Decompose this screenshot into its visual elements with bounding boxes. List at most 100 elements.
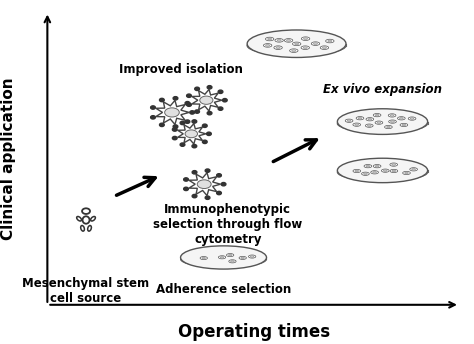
Ellipse shape: [326, 39, 334, 43]
Circle shape: [192, 144, 197, 148]
Circle shape: [217, 191, 221, 195]
Ellipse shape: [362, 172, 369, 175]
Ellipse shape: [264, 44, 272, 47]
Circle shape: [185, 101, 190, 105]
Circle shape: [151, 116, 155, 119]
Circle shape: [222, 98, 227, 102]
Circle shape: [217, 174, 221, 177]
Polygon shape: [189, 173, 220, 196]
Circle shape: [183, 178, 188, 181]
Ellipse shape: [392, 164, 395, 165]
Text: Ex vivo expansion: Ex vivo expansion: [323, 83, 442, 96]
Ellipse shape: [284, 39, 293, 42]
Ellipse shape: [410, 118, 414, 119]
Ellipse shape: [390, 163, 398, 166]
Ellipse shape: [274, 46, 283, 50]
Ellipse shape: [366, 165, 370, 167]
Ellipse shape: [400, 118, 403, 119]
Ellipse shape: [400, 123, 408, 127]
Ellipse shape: [364, 164, 372, 168]
Ellipse shape: [353, 123, 361, 126]
Ellipse shape: [290, 49, 298, 52]
Ellipse shape: [301, 37, 310, 41]
Ellipse shape: [356, 117, 364, 120]
Circle shape: [173, 125, 178, 128]
Ellipse shape: [366, 118, 374, 121]
Ellipse shape: [328, 40, 332, 42]
Ellipse shape: [387, 126, 390, 128]
Ellipse shape: [200, 96, 213, 104]
Ellipse shape: [275, 39, 283, 42]
Circle shape: [160, 98, 164, 102]
Ellipse shape: [265, 44, 270, 46]
Circle shape: [180, 121, 185, 125]
Ellipse shape: [337, 115, 428, 132]
Circle shape: [180, 143, 185, 146]
Ellipse shape: [375, 121, 383, 124]
Ellipse shape: [295, 43, 299, 45]
Ellipse shape: [229, 260, 236, 263]
Text: Mesenchymal stem
cell source: Mesenchymal stem cell source: [22, 277, 150, 305]
Ellipse shape: [402, 124, 406, 126]
Ellipse shape: [390, 169, 398, 173]
Ellipse shape: [277, 40, 281, 41]
Ellipse shape: [239, 256, 246, 259]
Ellipse shape: [164, 108, 179, 117]
Ellipse shape: [337, 109, 428, 135]
Ellipse shape: [337, 158, 428, 183]
Circle shape: [190, 111, 194, 114]
Ellipse shape: [358, 117, 362, 119]
Ellipse shape: [388, 114, 396, 117]
Ellipse shape: [383, 170, 387, 172]
Ellipse shape: [320, 46, 328, 50]
Circle shape: [173, 97, 178, 100]
Polygon shape: [178, 123, 206, 144]
Ellipse shape: [410, 168, 418, 171]
Ellipse shape: [268, 38, 272, 40]
Ellipse shape: [365, 124, 373, 127]
Ellipse shape: [355, 124, 358, 126]
Circle shape: [173, 128, 177, 131]
Circle shape: [160, 123, 164, 127]
Circle shape: [173, 137, 177, 140]
Circle shape: [202, 140, 207, 143]
Ellipse shape: [202, 257, 206, 259]
Ellipse shape: [301, 46, 310, 50]
Polygon shape: [156, 100, 189, 125]
Ellipse shape: [382, 169, 389, 172]
Ellipse shape: [287, 40, 291, 41]
Circle shape: [192, 194, 197, 198]
Ellipse shape: [292, 42, 301, 46]
Text: Operating times: Operating times: [178, 323, 330, 341]
Ellipse shape: [353, 169, 361, 173]
Ellipse shape: [231, 260, 234, 262]
Ellipse shape: [322, 47, 327, 49]
Ellipse shape: [367, 125, 371, 127]
Ellipse shape: [219, 256, 226, 259]
Circle shape: [207, 132, 211, 136]
Ellipse shape: [403, 171, 410, 175]
Circle shape: [187, 94, 191, 97]
Circle shape: [202, 124, 207, 127]
Circle shape: [185, 120, 190, 123]
Ellipse shape: [227, 254, 234, 257]
Ellipse shape: [185, 130, 198, 138]
Ellipse shape: [181, 251, 266, 267]
Ellipse shape: [303, 38, 308, 40]
Text: Clinical application: Clinical application: [1, 77, 16, 239]
Ellipse shape: [375, 165, 379, 167]
Circle shape: [192, 171, 197, 174]
Circle shape: [218, 107, 223, 110]
Ellipse shape: [311, 42, 319, 45]
Ellipse shape: [355, 170, 359, 172]
Ellipse shape: [247, 30, 346, 57]
Circle shape: [151, 106, 155, 109]
Circle shape: [183, 187, 188, 191]
Ellipse shape: [347, 120, 351, 121]
Ellipse shape: [391, 121, 394, 122]
Ellipse shape: [220, 257, 224, 258]
Ellipse shape: [375, 114, 379, 116]
Ellipse shape: [405, 172, 408, 174]
Circle shape: [192, 120, 197, 123]
Ellipse shape: [392, 170, 396, 172]
